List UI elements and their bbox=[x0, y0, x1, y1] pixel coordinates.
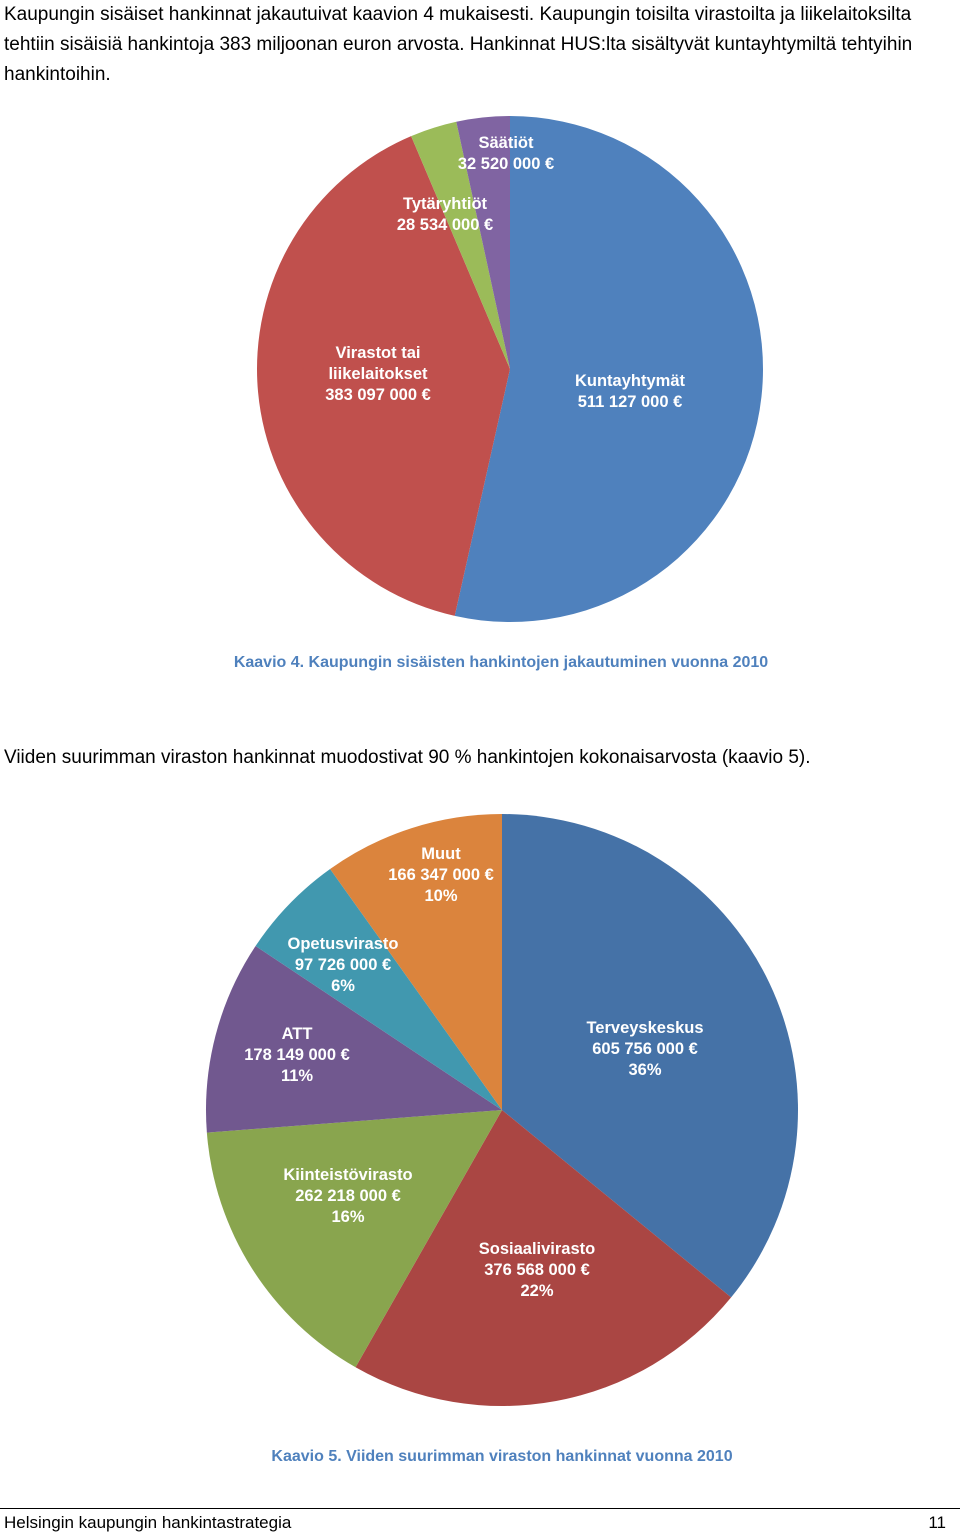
chart-caption: Kaavio 5. Viiden suurimman viraston hank… bbox=[271, 1448, 733, 1465]
slice-label-kiinteistovirasto: Kiinteistövirasto 262 218 000 € 16% bbox=[283, 1166, 412, 1226]
slice-label-value-label: 166 347 000 € bbox=[388, 866, 494, 884]
slice-label-name: Virastot tai bbox=[336, 344, 421, 362]
slice-label-name: Säätiöt bbox=[478, 134, 534, 152]
slice-label-name: Tytäryhtiöt bbox=[403, 195, 488, 213]
intro-paragraph: Kaupungin sisäiset hankinnat jakautuivat… bbox=[4, 4, 913, 85]
slice-label-name: liikelaitokset bbox=[328, 365, 428, 383]
slice-label-value-label: 376 568 000 € bbox=[484, 1261, 590, 1279]
pie-slice-terveyskeskus bbox=[502, 814, 798, 1298]
pie-slice-kiinteistovirasto bbox=[206, 1110, 502, 1368]
slice-label-name: Kuntayhtymät bbox=[575, 372, 686, 390]
pie-slice-sosiaalivirasto bbox=[355, 1110, 732, 1406]
slice-label-value-label: 178 149 000 € bbox=[244, 1046, 350, 1064]
pie-slice-att bbox=[206, 946, 502, 1133]
slice-label-name: ATT bbox=[282, 1025, 313, 1043]
slice-label-percent: 10% bbox=[424, 887, 457, 905]
pie-slice-tytaryhtiot bbox=[411, 121, 510, 370]
slice-label-value-label: 28 534 000 € bbox=[397, 216, 493, 234]
pie-chart-top-departments: Terveyskeskus 605 756 000 € 36% Sosiaalivir… bbox=[206, 814, 798, 1406]
pie-slice-muut bbox=[330, 814, 502, 1110]
footer-title: Helsingin kaupungin hankintastrategia bbox=[4, 1513, 292, 1532]
pie-slice-virastot-tai-liikelaitokset bbox=[256, 136, 510, 616]
pie-slice-kuntayhtymat bbox=[454, 116, 764, 622]
pie-slice-opetusvirasto bbox=[255, 869, 502, 1110]
slice-label-percent: 22% bbox=[520, 1282, 553, 1300]
slice-label-name: Opetusvirasto bbox=[288, 935, 399, 953]
pie-slice-saatiot bbox=[456, 116, 510, 369]
slice-label-opetusvirasto: Opetusvirasto 97 726 000 € 6% bbox=[288, 935, 399, 995]
slice-label-name: Terveyskeskus bbox=[586, 1019, 703, 1037]
slice-label-name: Muut bbox=[421, 845, 461, 863]
body-paragraph: Viiden suurimman viraston hankinnat muod… bbox=[4, 747, 811, 768]
slice-label-value-label: 97 726 000 € bbox=[295, 956, 391, 974]
chart-caption: Kaavio 4. Kaupungin sisäisten hankintoje… bbox=[233, 654, 769, 671]
slice-label-percent: 36% bbox=[628, 1061, 661, 1079]
slice-label-muut: Muut 166 347 000 € 10% bbox=[388, 845, 494, 905]
slice-label-name: Kiinteistövirasto bbox=[283, 1166, 412, 1184]
slice-label-att: ATT 178 149 000 € 11% bbox=[244, 1025, 350, 1085]
slice-label-virastot-tai-liikelaitokset: Virastot tai liikelaitokset 383 097 000 € bbox=[325, 344, 431, 404]
slice-label-percent: 16% bbox=[331, 1208, 364, 1226]
slice-label-percent: 11% bbox=[281, 1067, 313, 1085]
slice-label-kuntayhtymat: Kuntayhtymät 511 127 000 € bbox=[575, 372, 686, 411]
slice-label-value-label: 32 520 000 € bbox=[458, 155, 554, 173]
slice-label-terveyskeskus: Terveyskeskus 605 756 000 € 36% bbox=[586, 1019, 703, 1079]
slice-label-value-label: 383 097 000 € bbox=[325, 386, 431, 404]
slice-label-value-label: 605 756 000 € bbox=[592, 1040, 698, 1058]
footer-divider bbox=[0, 1508, 960, 1509]
slice-label-sosiaalivirasto: Sosiaalivirasto 376 568 000 € 22% bbox=[479, 1240, 595, 1300]
slice-label-value-label: 262 218 000 € bbox=[295, 1187, 401, 1205]
slice-label-name: Sosiaalivirasto bbox=[479, 1240, 595, 1258]
pie-chart-internal-procurement: Kuntayhtymät 511 127 000 € Virastot tai lii… bbox=[256, 116, 764, 622]
slice-label-value-label: 511 127 000 € bbox=[578, 393, 683, 411]
slice-label-percent: 6% bbox=[331, 977, 355, 995]
page-number: 11 bbox=[928, 1513, 946, 1532]
slice-label-tytaryhtiot: Tytäryhtiöt 28 534 000 € bbox=[397, 195, 493, 234]
slice-label-saatiot: Säätiöt 32 520 000 € bbox=[458, 134, 554, 173]
